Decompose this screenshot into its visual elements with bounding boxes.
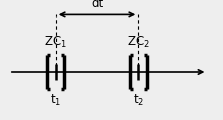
- Text: dt: dt: [91, 0, 103, 10]
- Text: ZC$_1$: ZC$_1$: [44, 34, 67, 50]
- Text: t$_2$: t$_2$: [133, 93, 144, 108]
- Text: ZC$_2$: ZC$_2$: [127, 34, 150, 50]
- Text: t$_1$: t$_1$: [50, 93, 61, 108]
